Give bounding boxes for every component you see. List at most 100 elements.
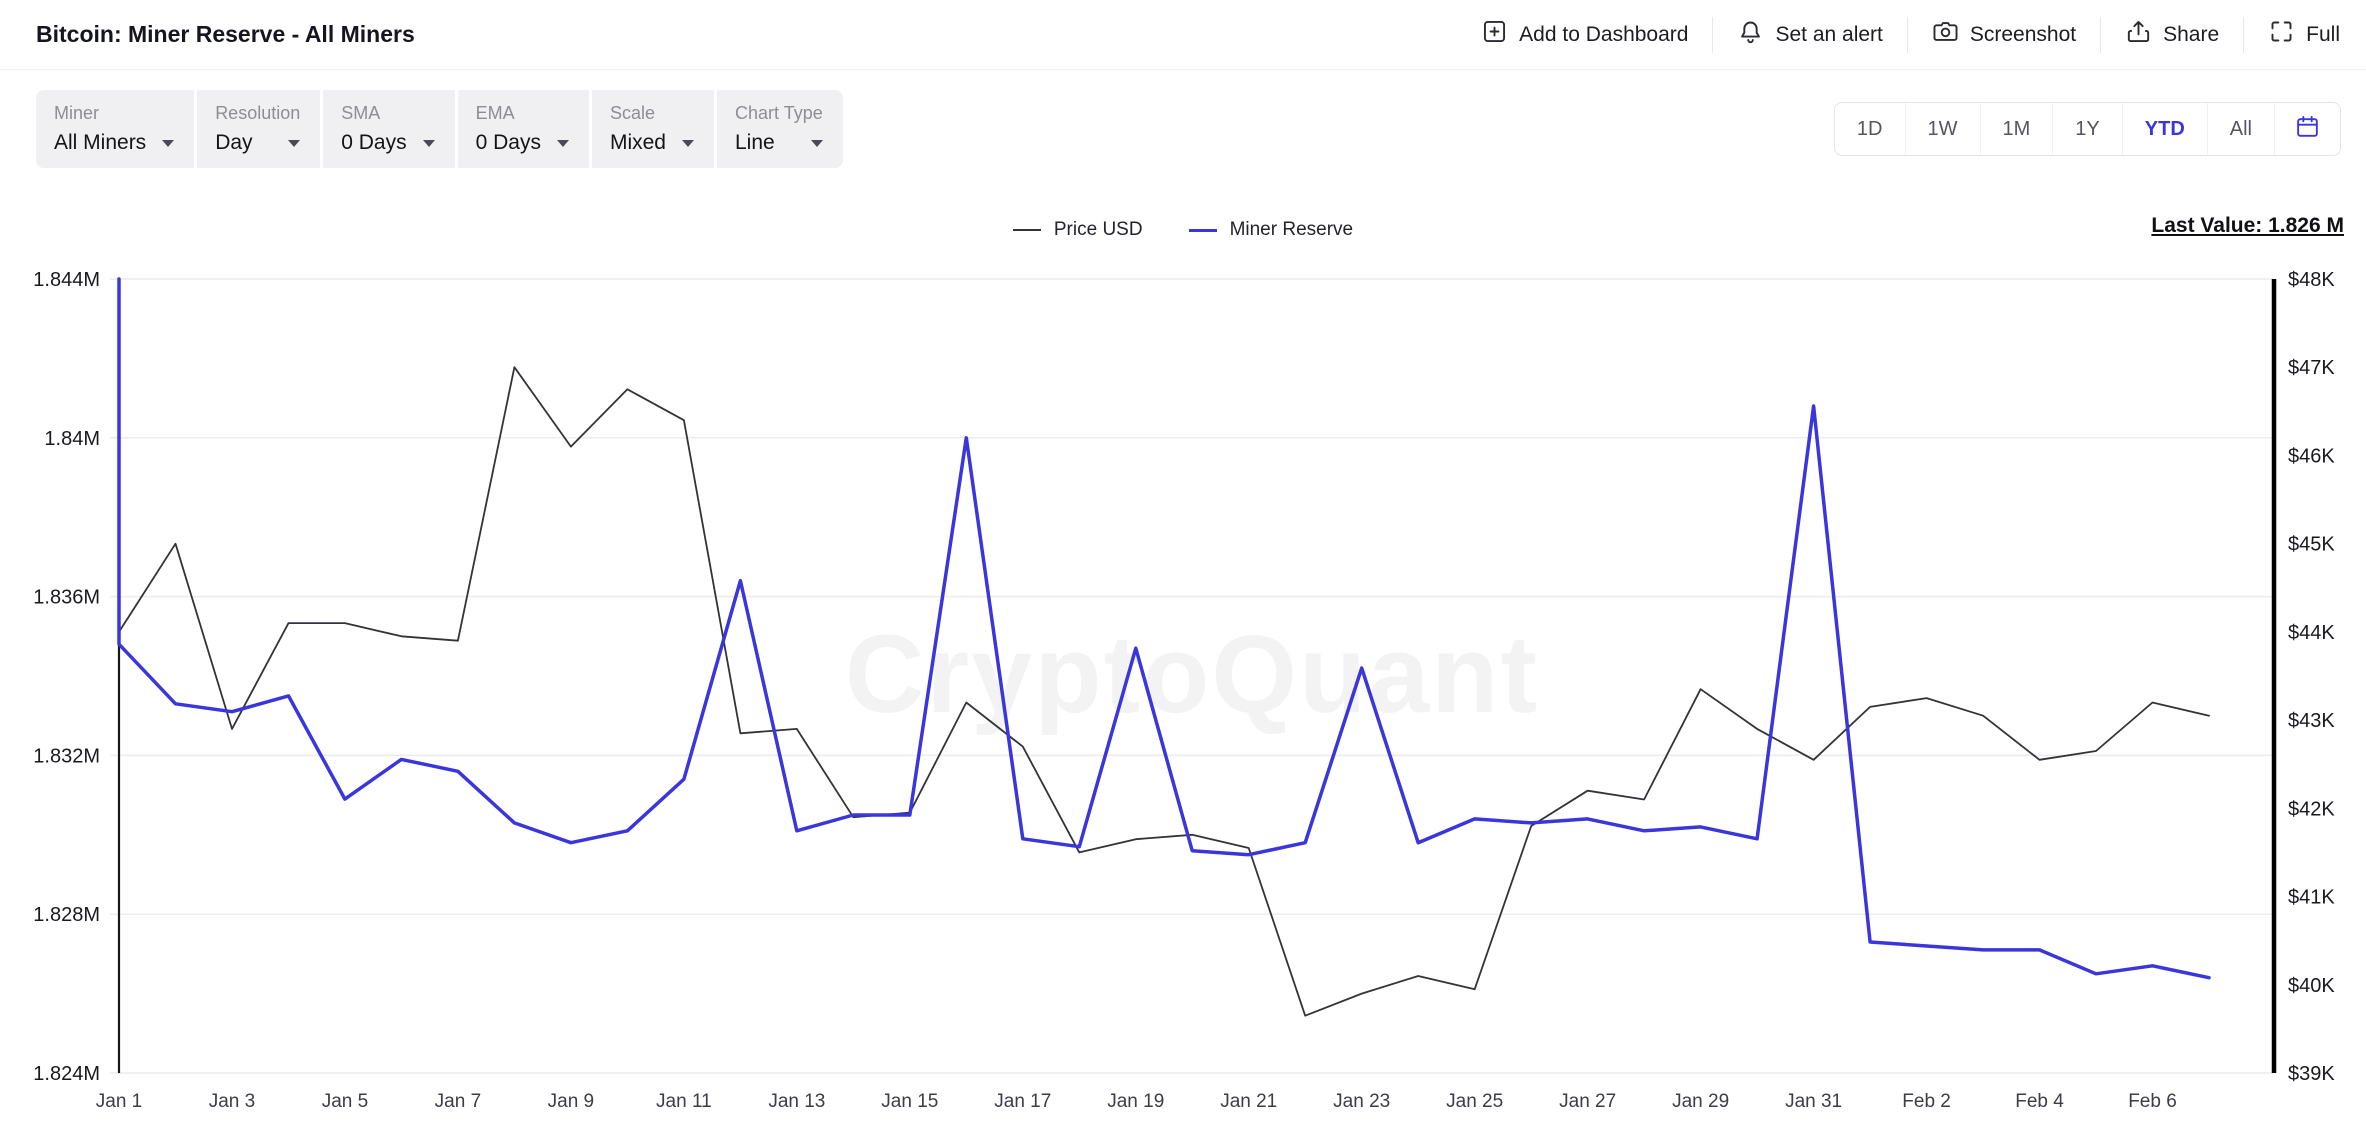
- miner-dropdown-label: Miner: [54, 103, 100, 123]
- time-range-selector: 1D 1W 1M 1Y YTD All: [1833, 102, 2341, 156]
- miner-dropdown[interactable]: Miner All Miners: [36, 90, 195, 168]
- scale-dropdown-label: Scale: [609, 103, 655, 123]
- chevron-down-icon: [422, 139, 435, 147]
- x-axis-label: Jan 1: [96, 1091, 142, 1112]
- x-axis-label: Jan 25: [1446, 1091, 1503, 1112]
- page-title: Bitcoin: Miner Reserve - All Miners: [36, 21, 415, 47]
- right-axis-label: $47K: [2288, 357, 2335, 379]
- chart-area: 1.844M 1.84M 1.836M 1.832M 1.828M 1.824M $48K $…: [0, 250, 2366, 1130]
- chart-type-dropdown-label: Chart Type: [735, 103, 823, 123]
- resolution-dropdown-value: Day: [215, 131, 253, 154]
- resolution-dropdown[interactable]: Resolution Day: [197, 90, 321, 168]
- left-axis-label: 1.84M: [44, 428, 100, 450]
- chart-type-dropdown-value: Line: [735, 131, 775, 154]
- add-to-dashboard-icon: [1481, 18, 1508, 51]
- left-axis-label: 1.828M: [33, 904, 100, 926]
- chart-type-dropdown[interactable]: Chart Type Line: [717, 90, 843, 168]
- x-axis-label: Jan 11: [656, 1091, 712, 1112]
- camera-icon: [1932, 18, 1959, 51]
- x-axis-label: Feb 4: [2015, 1091, 2064, 1112]
- legend-row: Price USD Miner Reserve Last Value: 1.82…: [0, 210, 2366, 250]
- legend-item-miner-reserve[interactable]: Miner Reserve: [1188, 219, 1354, 241]
- range-1m[interactable]: 1M: [1979, 103, 2053, 155]
- x-axis-label: Jan 13: [768, 1091, 825, 1112]
- sma-dropdown[interactable]: SMA 0 Days: [323, 90, 455, 168]
- right-axis-label: $44K: [2288, 622, 2335, 644]
- scale-dropdown-value: Mixed: [609, 131, 666, 154]
- x-axis-label: Jan 29: [1672, 1091, 1729, 1112]
- sma-dropdown-value: 0 Days: [341, 131, 407, 154]
- ema-dropdown[interactable]: EMA 0 Days: [457, 90, 589, 168]
- right-axis-label: $42K: [2288, 798, 2335, 820]
- fullscreen-label: Full: [2306, 22, 2340, 46]
- x-axis-label: Feb 2: [1902, 1091, 1951, 1112]
- calendar-button[interactable]: [2274, 103, 2340, 155]
- range-1d[interactable]: 1D: [1856, 117, 1883, 140]
- chart-svg[interactable]: 1.844M 1.84M 1.836M 1.832M 1.828M 1.824M $48K $…: [0, 250, 2366, 1130]
- range-1w[interactable]: 1W: [1904, 103, 1980, 155]
- scale-dropdown[interactable]: Scale Mixed: [591, 90, 714, 168]
- legend-item-price-usd[interactable]: Price USD: [1012, 219, 1143, 241]
- set-alert-label: Set an alert: [1775, 22, 1883, 46]
- add-to-dashboard-label: Add to Dashboard: [1519, 22, 1689, 46]
- resolution-dropdown-label: Resolution: [215, 103, 301, 123]
- right-axis-label: $48K: [2288, 269, 2335, 291]
- toolbar: Miner All Miners Resolution Day SMA 0 Da…: [0, 70, 2366, 168]
- series-miner-reserve: [117, 277, 2211, 980]
- miner-dropdown-value: All Miners: [54, 131, 147, 154]
- chevron-down-icon: [288, 139, 301, 147]
- ema-dropdown-label: EMA: [475, 103, 515, 123]
- series-price-usd: [118, 366, 2210, 1017]
- add-to-dashboard-button[interactable]: Add to Dashboard: [1457, 17, 1712, 53]
- watermark: CryptoQuant: [845, 613, 1539, 736]
- set-alert-button[interactable]: Set an alert: [1712, 16, 1906, 53]
- right-axis-label: $40K: [2288, 975, 2335, 997]
- chevron-down-icon: [810, 139, 823, 147]
- x-axis-label: Jan 9: [548, 1091, 594, 1112]
- sma-dropdown-label: SMA: [341, 103, 381, 123]
- header: Bitcoin: Miner Reserve - All Miners Add …: [0, 0, 2366, 70]
- share-label: Share: [2163, 22, 2220, 46]
- x-axis-label: Jan 7: [435, 1091, 481, 1112]
- x-axis-label: Jan 5: [322, 1091, 368, 1112]
- x-axis-label: Jan 15: [881, 1091, 938, 1112]
- range-all[interactable]: All: [2206, 103, 2274, 155]
- range-1y[interactable]: 1Y: [2052, 103, 2121, 155]
- chevron-down-icon: [682, 139, 694, 147]
- x-axis-label: Jan 19: [1107, 1091, 1164, 1112]
- legend-swatch: [1188, 228, 1217, 232]
- legend-swatch: [1012, 229, 1041, 231]
- fullscreen-icon: [2268, 18, 2295, 51]
- ema-dropdown-value: 0 Days: [475, 131, 541, 154]
- chart-controls: Miner All Miners Resolution Day SMA 0 Da…: [36, 90, 843, 168]
- right-axis-label: $41K: [2288, 887, 2335, 909]
- share-icon: [2125, 18, 2152, 51]
- fullscreen-button[interactable]: Full: [2243, 16, 2344, 53]
- right-axis-label: $43K: [2288, 710, 2335, 732]
- legend-label: Price USD: [1053, 219, 1143, 240]
- left-axis-label: 1.824M: [33, 1063, 100, 1085]
- x-axis-label: Jan 21: [1220, 1091, 1277, 1112]
- last-value-label: Last Value: 1.826 M: [2151, 214, 2344, 237]
- x-axis-label: Jan 27: [1559, 1091, 1616, 1112]
- range-ytd[interactable]: YTD: [2121, 103, 2207, 155]
- chevron-down-icon: [162, 139, 175, 147]
- bell-icon: [1737, 18, 1764, 51]
- legend-label: Miner Reserve: [1229, 219, 1354, 240]
- chevron-down-icon: [556, 139, 569, 147]
- screenshot-label: Screenshot: [1969, 22, 2077, 46]
- left-axis-label: 1.844M: [33, 269, 100, 291]
- left-axis-label: 1.832M: [33, 745, 100, 767]
- right-axis-label: $46K: [2288, 445, 2335, 467]
- x-axis-label: Jan 17: [994, 1091, 1051, 1112]
- x-axis-label: Feb 6: [2128, 1091, 2177, 1112]
- calendar-icon: [2294, 113, 2321, 145]
- header-actions: Add to Dashboard Set an alert Screenshot…: [1457, 16, 2344, 53]
- right-axis-label: $39K: [2288, 1063, 2335, 1085]
- left-axis-label: 1.836M: [33, 587, 100, 609]
- x-axis-label: Jan 23: [1333, 1091, 1390, 1112]
- x-axis-label: Jan 31: [1785, 1091, 1842, 1112]
- share-button[interactable]: Share: [2100, 16, 2243, 53]
- screenshot-button[interactable]: Screenshot: [1906, 16, 2100, 53]
- right-axis-label: $45K: [2288, 534, 2335, 556]
